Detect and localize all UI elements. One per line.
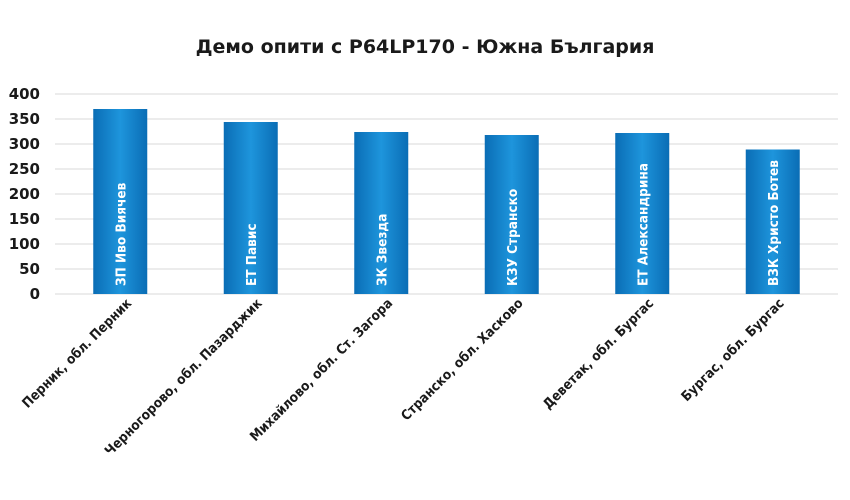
chart-title: Демо опити с P64LP170 - Южна България	[195, 36, 655, 58]
y-tick-label: 250	[9, 160, 40, 178]
y-tick-label: 150	[9, 210, 40, 228]
bar	[223, 122, 278, 294]
bar-label: ЕТ Павис	[244, 223, 260, 286]
y-tick-label: 300	[9, 135, 40, 153]
x-tick-label: Бургас, обл. Бургас	[678, 296, 787, 405]
bar-label: ЗК Звезда	[374, 214, 390, 286]
bar-label: ЕТ Александрина	[635, 163, 651, 286]
x-tick-label: Михайлово, обл. Ст. Загора	[247, 296, 396, 445]
bar	[745, 149, 800, 294]
bar	[93, 109, 148, 294]
bar	[354, 132, 409, 294]
y-axis-ticks: 0 50 100 150 200 250 300 350 400	[9, 85, 40, 303]
gridlines	[55, 93, 838, 295]
y-tick-label: 100	[9, 235, 40, 253]
y-tick-label: 350	[9, 110, 40, 128]
x-tick-label: Странско, обл. Хасково	[398, 296, 527, 425]
y-tick-label: 50	[19, 260, 40, 278]
y-tick-label: 200	[9, 185, 40, 203]
bar	[484, 135, 539, 294]
x-tick-label: Перник, обл. Перник	[19, 295, 135, 411]
bar-label: ЗП Иво Виячев	[113, 182, 129, 286]
bar	[615, 133, 670, 294]
y-tick-label: 400	[9, 85, 40, 103]
bar-label: КЗУ Странско	[505, 189, 521, 286]
bar-label: ВЗК Христо Ботев	[766, 160, 782, 286]
x-tick-label: Черногорово, обл. Пазарджик	[102, 295, 266, 459]
y-tick-label: 0	[30, 285, 40, 303]
x-tick-label: Деветак, обл. Бургас	[540, 296, 657, 413]
bars: ЗП Иво Виячев ЕТ Павис ЗК Звезда КЗУ Странс…	[93, 109, 800, 294]
